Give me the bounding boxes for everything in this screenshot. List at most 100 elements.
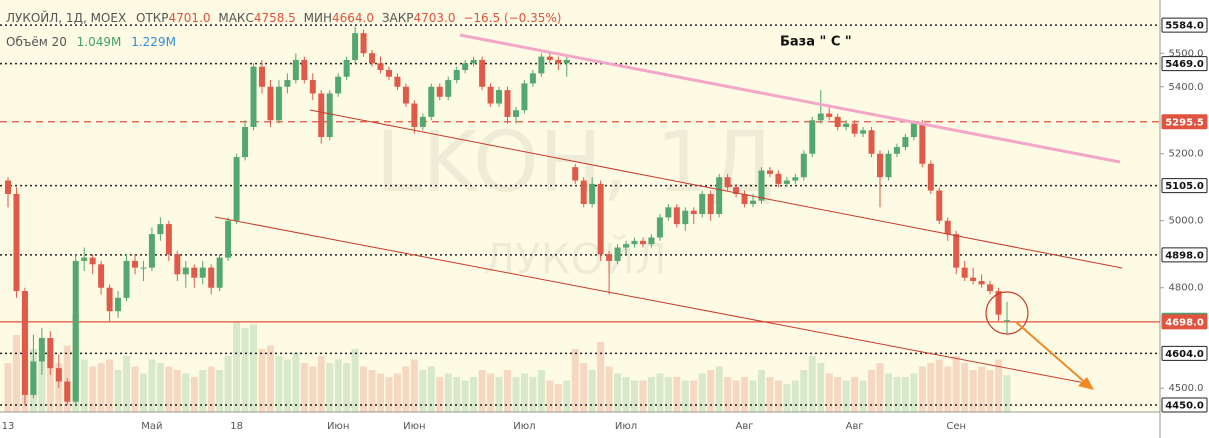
level-label: 4898.0 — [1165, 250, 1204, 261]
candle-body — [38, 337, 45, 362]
candle-body — [817, 113, 824, 121]
trend-line — [459, 33, 1121, 164]
candle-body — [496, 90, 503, 104]
volume-bar — [563, 380, 571, 412]
candle-body — [208, 267, 215, 288]
volume-bar — [952, 356, 960, 412]
candle-body — [944, 220, 951, 235]
candle-body — [419, 116, 426, 127]
candle-body — [326, 93, 333, 137]
volume-bar — [368, 370, 376, 412]
volume-ma-value: 1.229M — [131, 35, 176, 49]
candle-body — [30, 361, 37, 395]
candle-body — [800, 153, 807, 178]
plot-background — [0, 0, 1160, 412]
x-tick-label: Июл — [615, 421, 637, 432]
candle-body — [614, 247, 621, 261]
candle-body — [809, 120, 816, 154]
volume-bar — [300, 363, 308, 412]
candle-body — [462, 63, 469, 71]
volume-bar — [317, 356, 325, 412]
candle-body — [5, 180, 11, 194]
candle-body — [775, 173, 782, 184]
level-label-box — [1161, 345, 1208, 361]
x-tick-label: Авг — [736, 421, 754, 432]
volume-bar — [800, 370, 808, 412]
volume-bar — [233, 321, 241, 412]
field-value: 4758.5 — [254, 11, 296, 25]
level-label-box — [1161, 247, 1208, 263]
volume-bar — [580, 363, 588, 412]
candle-body — [597, 183, 604, 255]
candle-body — [682, 210, 689, 225]
candle-body — [724, 177, 731, 188]
volume-bar — [834, 377, 842, 412]
level-label-box — [1161, 314, 1208, 330]
annotation: База " С " — [780, 35, 852, 50]
candle-body — [411, 103, 418, 127]
candle-body — [690, 210, 697, 215]
candle-body — [978, 281, 985, 285]
volume-bar — [757, 370, 765, 412]
field-label: ЗАКР — [382, 11, 414, 25]
candle-body — [1004, 320, 1010, 322]
candle-body — [21, 291, 28, 395]
change: −16.5 (−0.35%) — [463, 11, 561, 25]
level-label: 4450.0 — [1165, 400, 1204, 411]
volume-bar — [732, 380, 740, 412]
volume-bar — [326, 363, 334, 412]
candle-body — [843, 123, 850, 127]
candle-body — [936, 190, 943, 221]
candle-body — [301, 59, 308, 81]
volume-bar — [961, 363, 969, 412]
volume-bar — [309, 366, 317, 412]
candle-body — [716, 177, 723, 215]
volume-bar — [969, 370, 977, 412]
x-tick-label: Июл — [513, 421, 535, 432]
volume-bar — [97, 363, 105, 412]
candle-body — [428, 86, 435, 117]
volume-bar — [444, 373, 452, 412]
volume-bar — [478, 370, 486, 412]
volume-bar — [410, 359, 418, 412]
volume-bar — [664, 377, 672, 412]
candle-body — [174, 254, 181, 275]
level-label-box — [1161, 17, 1208, 33]
candle-body — [555, 59, 562, 64]
candle-body — [521, 83, 528, 111]
volume-bar — [741, 377, 749, 412]
candle-body — [445, 80, 452, 97]
trend-line — [214, 216, 1086, 384]
volume-bar — [893, 377, 901, 412]
candle-body — [292, 59, 299, 81]
volume-bar — [106, 359, 114, 412]
candle-body — [512, 110, 519, 117]
volume-bar — [504, 370, 511, 412]
candle-body — [267, 86, 274, 121]
volume-bar — [224, 356, 232, 412]
volume-bar — [148, 359, 156, 412]
volume-bar — [343, 363, 351, 412]
y-tick-label: 5000.0 — [1169, 216, 1204, 227]
volume-bar — [944, 366, 952, 412]
volume-bar — [817, 363, 825, 412]
volume-bar — [901, 377, 909, 412]
candle-body — [877, 153, 884, 178]
volume-bar — [859, 380, 867, 412]
candle-body — [479, 59, 486, 87]
arrow-head — [1078, 377, 1094, 390]
candle-body — [165, 224, 172, 255]
volume-bar — [258, 349, 266, 412]
candle-body — [233, 157, 240, 221]
candle-body — [656, 217, 663, 238]
volume-bar — [199, 370, 207, 412]
candle-body — [242, 126, 249, 158]
candle-body — [182, 267, 189, 275]
volume-bar — [986, 370, 994, 412]
candle-body — [699, 193, 706, 215]
volume-bar — [520, 373, 528, 412]
candle-body — [470, 59, 477, 64]
candle-body — [131, 260, 138, 268]
volume-bar — [377, 373, 385, 412]
candle-body — [72, 260, 79, 402]
